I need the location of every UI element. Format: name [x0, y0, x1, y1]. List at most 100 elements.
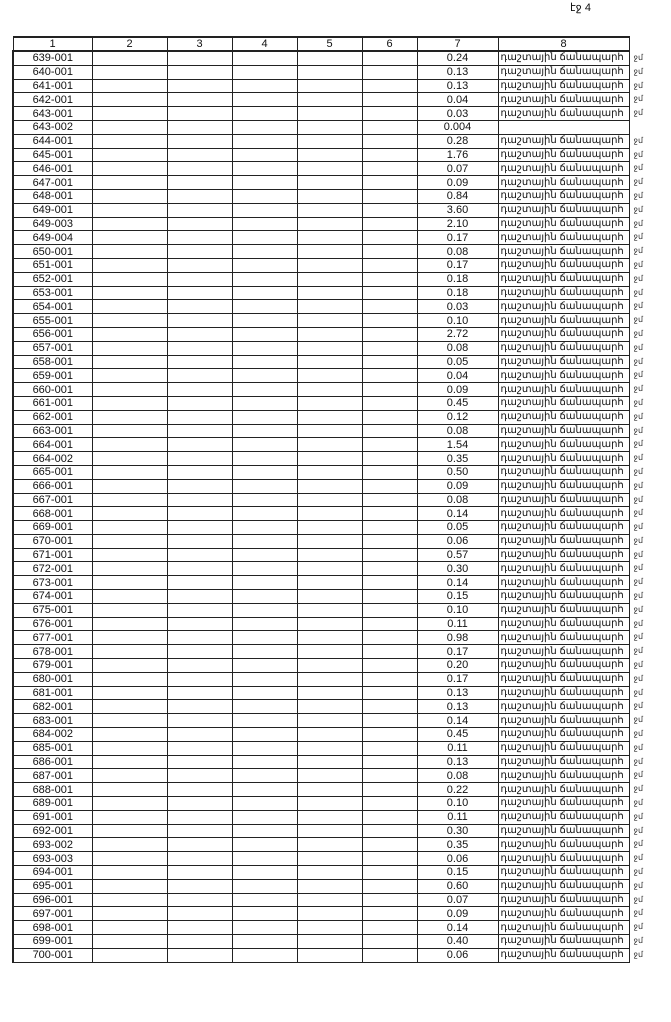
empty-cell [361, 437, 418, 453]
land-use-text: դաշտային ճանապարհ [500, 397, 624, 409]
area-value: 0.18 [416, 271, 499, 287]
land-use-text: դաշտային ճանապարհ [500, 562, 624, 574]
area-value: 0.06 [416, 947, 499, 963]
empty-cell [91, 119, 168, 135]
empty-cell [91, 589, 168, 604]
parcel-code: 687-001 [12, 768, 93, 784]
land-use-cell: դաշտային ճանապարհ ջմ [497, 685, 643, 701]
empty-cell [166, 382, 233, 397]
land-use-cell: դաշտային ճանապարհ ջմ [497, 878, 643, 894]
empty-cell [166, 244, 233, 259]
land-use-text: դաշտային ճանապարհ [500, 466, 624, 478]
empty-cell [231, 851, 298, 867]
empty-cell [361, 616, 418, 632]
margin-note: ջմ [633, 784, 644, 794]
land-use-text: դաշտային ճանապարհ [500, 411, 624, 423]
area-value: 0.50 [416, 464, 499, 480]
empty-cell [91, 616, 168, 632]
empty-cell [91, 133, 168, 149]
empty-cell [231, 464, 298, 480]
empty-cell [231, 796, 298, 811]
empty-cell [231, 561, 298, 577]
empty-cell [361, 313, 418, 328]
empty-cell [166, 713, 233, 729]
parcel-code: 646-001 [12, 161, 93, 177]
area-value: 0.08 [416, 492, 499, 508]
empty-cell [231, 106, 298, 121]
land-use-text: դաշտային ճանապարհ [500, 231, 624, 243]
area-value: 0.14 [416, 920, 499, 935]
margin-note: ջմ [633, 839, 644, 849]
table-row: 642-001 0.04 դաշտային ճանապարհ ջմ [12, 92, 643, 108]
empty-cell [361, 478, 418, 494]
empty-cell [296, 920, 363, 935]
parcel-code: 672-001 [12, 561, 93, 577]
parcel-code: 655-001 [12, 313, 93, 328]
area-value: 0.004 [416, 119, 499, 135]
land-use-text: դաշտային ճանապարհ [500, 838, 624, 850]
area-value: 0.20 [416, 658, 499, 673]
table-row: 664-002 0.35 դաշտային ճանապարհ ջմ [12, 451, 643, 466]
empty-cell [296, 589, 363, 604]
area-value: 2.72 [416, 326, 499, 342]
empty-cell [166, 92, 233, 108]
empty-cell [91, 754, 168, 770]
land-use-text: դաշտային ճանապարհ [500, 314, 624, 326]
land-use-text: դաշտային ճանապարհ [500, 645, 624, 657]
parcel-code: 683-001 [12, 713, 93, 729]
empty-cell [166, 947, 233, 963]
empty-cell [361, 906, 418, 922]
area-value: 0.03 [416, 106, 499, 121]
parcel-code: 640-001 [12, 64, 93, 80]
area-value: 0.84 [416, 188, 499, 204]
area-value: 0.13 [416, 78, 499, 94]
land-use-text: դաշտային ճանապարհ [500, 659, 624, 671]
empty-cell [296, 92, 363, 108]
empty-cell [91, 547, 168, 563]
margin-note: ջմ [633, 108, 644, 118]
empty-cell [166, 133, 233, 149]
land-use-text: դաշտային ճանապարհ [500, 135, 624, 147]
table-row: 698-001 0.14 դաշտային ճանապարհ ջմ [12, 920, 643, 935]
empty-cell [361, 409, 418, 425]
area-value: 1.76 [416, 147, 499, 163]
margin-note: ջմ [633, 908, 644, 918]
land-use-cell: դաշտային ճանապարհ ջմ [497, 326, 643, 342]
land-use-cell: դաշտային ճանապարհ ջմ [497, 175, 643, 190]
empty-cell [166, 699, 233, 715]
area-value: 0.04 [416, 368, 499, 384]
empty-cell [91, 782, 168, 798]
area-value: 0.17 [416, 644, 499, 660]
land-use-text: դաշտային ճանապարհ [500, 769, 624, 781]
empty-cell [91, 671, 168, 687]
margin-note: ջմ [633, 53, 644, 62]
empty-cell [231, 354, 298, 370]
table-row: 682-001 0.13 դաշտային ճանապարհ ջմ [12, 699, 643, 715]
area-value: 0.09 [416, 906, 499, 922]
table-row: 664-001 1.54 դաշտային ճանապարհ ջմ [12, 437, 643, 453]
empty-cell [231, 547, 298, 563]
land-use-text: դաշտային ճանապարհ [500, 342, 624, 354]
parcel-code: 692-001 [12, 823, 93, 839]
margin-note: ջմ [633, 604, 644, 614]
table-row: 652-001 0.18 դաշտային ճանապարհ ջմ [12, 271, 643, 287]
empty-cell [231, 161, 298, 177]
table-row: 643-002 0.004 [12, 119, 630, 135]
table-row: 699-001 0.40 դաշտային ճանապարհ ջմ [12, 934, 643, 949]
land-use-text: դաշտային ճանապարհ [500, 507, 624, 519]
table-row: 649-003 2.10 դաշտային ճանապարհ ջմ [12, 216, 643, 232]
land-use-cell: դաշտային ճանապարհ ջմ [497, 713, 643, 729]
table-row: 674-001 0.15 դաշտային ճանապարհ ջմ [12, 589, 643, 604]
empty-cell [231, 92, 298, 108]
land-use-cell: դաշտային ճանապարհ ջմ [497, 437, 643, 453]
land-use-cell: դաշտային ճանապարհ ջմ [497, 271, 643, 287]
empty-cell [91, 644, 168, 660]
column-header: 7 [416, 36, 499, 52]
land-use-cell: դաշտային ճանապարհ ջմ [497, 78, 643, 94]
margin-note: ջմ [633, 494, 644, 504]
empty-cell [361, 699, 418, 715]
empty-cell [166, 161, 233, 177]
empty-cell [91, 699, 168, 715]
area-value: 0.17 [416, 230, 499, 246]
empty-cell [296, 271, 363, 287]
